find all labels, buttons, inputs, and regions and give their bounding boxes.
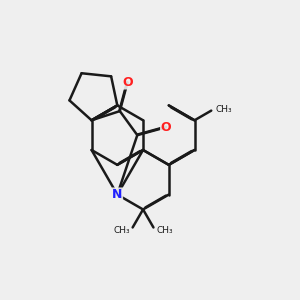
Text: CH₃: CH₃: [156, 226, 173, 235]
Text: CH₃: CH₃: [113, 226, 130, 235]
Text: CH₃: CH₃: [216, 105, 232, 114]
Text: O: O: [122, 76, 133, 89]
Text: O: O: [161, 121, 171, 134]
Text: N: N: [112, 188, 122, 201]
